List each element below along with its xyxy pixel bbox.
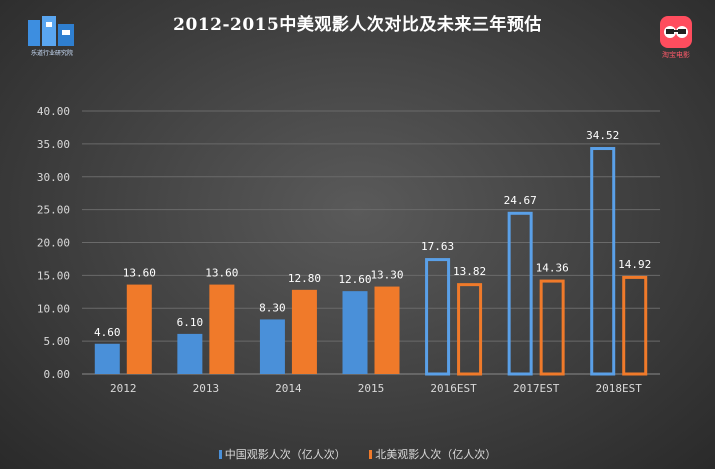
logo-left: 乐道行业研究院 [22, 14, 82, 60]
data-label-usa: 13.82 [453, 265, 486, 278]
data-label-usa: 13.60 [205, 267, 238, 280]
bar-china-est [590, 147, 616, 376]
building-logo-icon [28, 16, 74, 46]
bar-usa-est [539, 279, 565, 376]
bar-china [94, 343, 120, 374]
data-label-china: 17.63 [421, 240, 454, 253]
x-tick-label: 2014 [275, 382, 302, 395]
legend-item-china: 中国观影人次（亿人次） [218, 446, 346, 462]
bar-usa-est [457, 283, 483, 376]
data-label-usa: 13.60 [123, 267, 156, 280]
legend-label-china: 中国观影人次（亿人次） [224, 448, 346, 461]
bar-usa [374, 286, 400, 374]
y-tick-label: 5.00 [44, 335, 71, 348]
data-label-china: 8.30 [259, 301, 286, 314]
bar-usa [126, 284, 152, 374]
legend-swatch-usa [369, 450, 373, 459]
y-tick-label: 15.00 [37, 269, 70, 282]
data-label-usa: 12.80 [288, 272, 321, 285]
y-tick-label: 25.00 [37, 204, 70, 217]
legend: 中国观影人次（亿人次） 北美观影人次（亿人次） [0, 446, 715, 462]
bar-china [342, 291, 368, 374]
bar-usa [209, 284, 235, 374]
bar-china-est [425, 258, 451, 376]
bar-china [177, 333, 203, 374]
x-tick-label: 2018EST [596, 382, 643, 395]
data-label-china: 34.52 [586, 129, 619, 142]
x-tick-label: 2016EST [430, 382, 477, 395]
logo-right: 淘宝电影 [654, 16, 698, 64]
data-label-china: 4.60 [94, 326, 121, 339]
legend-swatch-china [218, 450, 222, 459]
bar-china [259, 319, 285, 374]
bar-china-est [507, 211, 533, 376]
chart-title: 2012-2015中美观影人次对比及未来三年预估 [173, 15, 542, 35]
bar-usa [291, 289, 317, 374]
legend-item-usa: 北美观影人次（亿人次） [369, 446, 496, 462]
x-tick-label: 2012 [110, 382, 137, 395]
y-tick-label: 0.00 [44, 368, 71, 381]
data-label-usa: 13.30 [370, 269, 403, 282]
y-tick-label: 40.00 [37, 105, 70, 118]
logo-left-label: 乐道行业研究院 [30, 50, 73, 57]
legend-label-usa: 北美观影人次（亿人次） [375, 448, 497, 461]
data-label-china: 12.60 [338, 273, 371, 286]
y-tick-label: 35.00 [37, 138, 70, 151]
x-tick-label: 2013 [193, 382, 220, 395]
data-label-usa: 14.36 [536, 262, 569, 275]
y-tick-label: 30.00 [37, 171, 70, 184]
logo-right-label: 淘宝电影 [662, 51, 690, 59]
bar-usa-est [622, 275, 648, 376]
x-tick-label: 2015 [358, 382, 385, 395]
data-label-china: 24.67 [504, 194, 537, 207]
x-tick-label: 2017EST [513, 382, 560, 395]
glasses-logo-icon [660, 16, 692, 48]
y-tick-label: 20.00 [37, 237, 70, 250]
data-label-china: 6.10 [177, 316, 204, 329]
data-label-usa: 14.92 [618, 258, 651, 271]
y-tick-label: 10.00 [37, 302, 70, 315]
